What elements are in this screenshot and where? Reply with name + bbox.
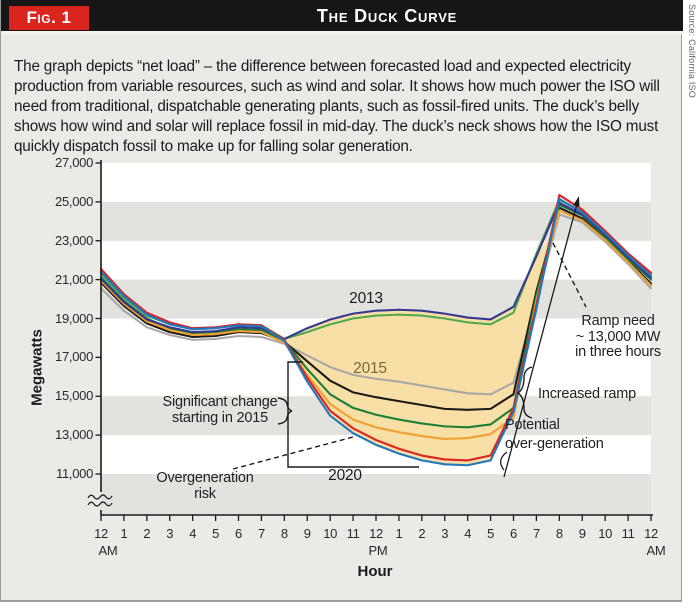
x-tick-label: 12 — [369, 526, 383, 541]
increased-ramp-brace-icon — [516, 366, 533, 419]
y-tick-label: 19,000 — [55, 310, 93, 326]
annotation-ramp-need: Ramp need ~ 13,000 MW in three hours — [575, 313, 661, 360]
net-load-curve-2020 — [99, 197, 653, 467]
y-tick-label: 11,000 — [56, 466, 93, 481]
figure-header: Fig. 1 The Duck Curve — [1, 0, 683, 31]
x-tick-label: 1 — [120, 526, 128, 541]
x-tick-label: 7 — [257, 526, 265, 541]
curve-label-2015: 2015 — [353, 360, 387, 377]
x-tick-label: 3 — [166, 526, 174, 541]
x-tick-label: 6 — [235, 526, 242, 541]
curve-label-2020: 2020 — [328, 467, 362, 484]
x-period-label: PM — [368, 543, 388, 558]
annotation-shapes — [232, 196, 587, 478]
significant-change-brace-icon — [277, 397, 293, 425]
figure-number-badge: Fig. 1 — [9, 6, 89, 30]
tick-marks — [95, 162, 652, 521]
y-tick-label: 25,000 — [55, 193, 93, 209]
figure-caption-text: The graph depicts “net load” – the diffe… — [14, 58, 660, 156]
ramp-arrow-line — [503, 199, 579, 478]
header-divider — [1, 31, 683, 34]
y-axis-break-icon — [87, 494, 113, 507]
y-tick-label: 23,000 — [55, 232, 93, 248]
x-tick-label: 10 — [323, 526, 338, 541]
overgeneration-dashed-pointer — [232, 436, 354, 470]
curve-label-2013: 2013 — [349, 290, 383, 307]
annotation-overgeneration-risk: Overgeneration risk — [156, 470, 254, 503]
x-tick-label: 1 — [395, 526, 403, 541]
x-tick-label: 9 — [578, 526, 586, 541]
annotation-significant-change: Significant change starting in 2015 — [162, 394, 278, 427]
x-tick-label: 2 — [418, 526, 426, 541]
x-tick-label: 11 — [621, 526, 635, 541]
x-tick-label: 5 — [487, 526, 495, 541]
x-tick-label: 2 — [143, 526, 151, 541]
x-tick-label: 5 — [212, 526, 220, 541]
figure-panel: Fig. 1 The Duck Curve The graph depicts … — [0, 0, 683, 602]
x-period-label: AM — [98, 543, 118, 558]
x-tick-label: 12 — [644, 526, 658, 541]
y-tick-label: 13,000 — [55, 427, 93, 443]
x-tick-label: 7 — [532, 526, 540, 541]
x-tick-label: 8 — [280, 526, 288, 541]
potential-overgeneration-hook-icon — [500, 451, 508, 471]
annotation-potential-overgeneration: Potential over-generation — [505, 417, 604, 453]
gray-band — [101, 474, 651, 514]
y-tick-label: 27,000 — [55, 155, 93, 170]
y-tick-label: 17,000 — [55, 349, 93, 365]
x-tick-label: 6 — [510, 526, 517, 541]
ramp-arrowhead-icon — [573, 196, 580, 207]
y-tick-label: 15,000 — [55, 388, 93, 404]
x-tick-label: 10 — [598, 526, 613, 541]
x-tick-label: 3 — [441, 526, 449, 541]
net-load-curve-2018 — [99, 209, 653, 441]
x-tick-label: 12 — [94, 526, 108, 541]
x-period-label: AM — [646, 543, 666, 558]
annotation-increased-ramp: Increased ramp — [538, 386, 636, 402]
y-tick-label: 21,000 — [55, 271, 93, 287]
x-axis-title: Hour — [357, 563, 393, 580]
source-credit: Source: California ISO — [687, 4, 697, 98]
x-tick-label: 9 — [303, 526, 311, 541]
x-tick-label: 4 — [189, 526, 197, 541]
x-tick-label: 11 — [346, 526, 360, 541]
ramp-need-dashed-pointer — [552, 242, 587, 308]
figure-title: The Duck Curve — [316, 6, 458, 26]
x-tick-label: 8 — [555, 526, 563, 541]
x-tick-label: 4 — [464, 526, 472, 541]
net-load-curves — [99, 194, 653, 467]
